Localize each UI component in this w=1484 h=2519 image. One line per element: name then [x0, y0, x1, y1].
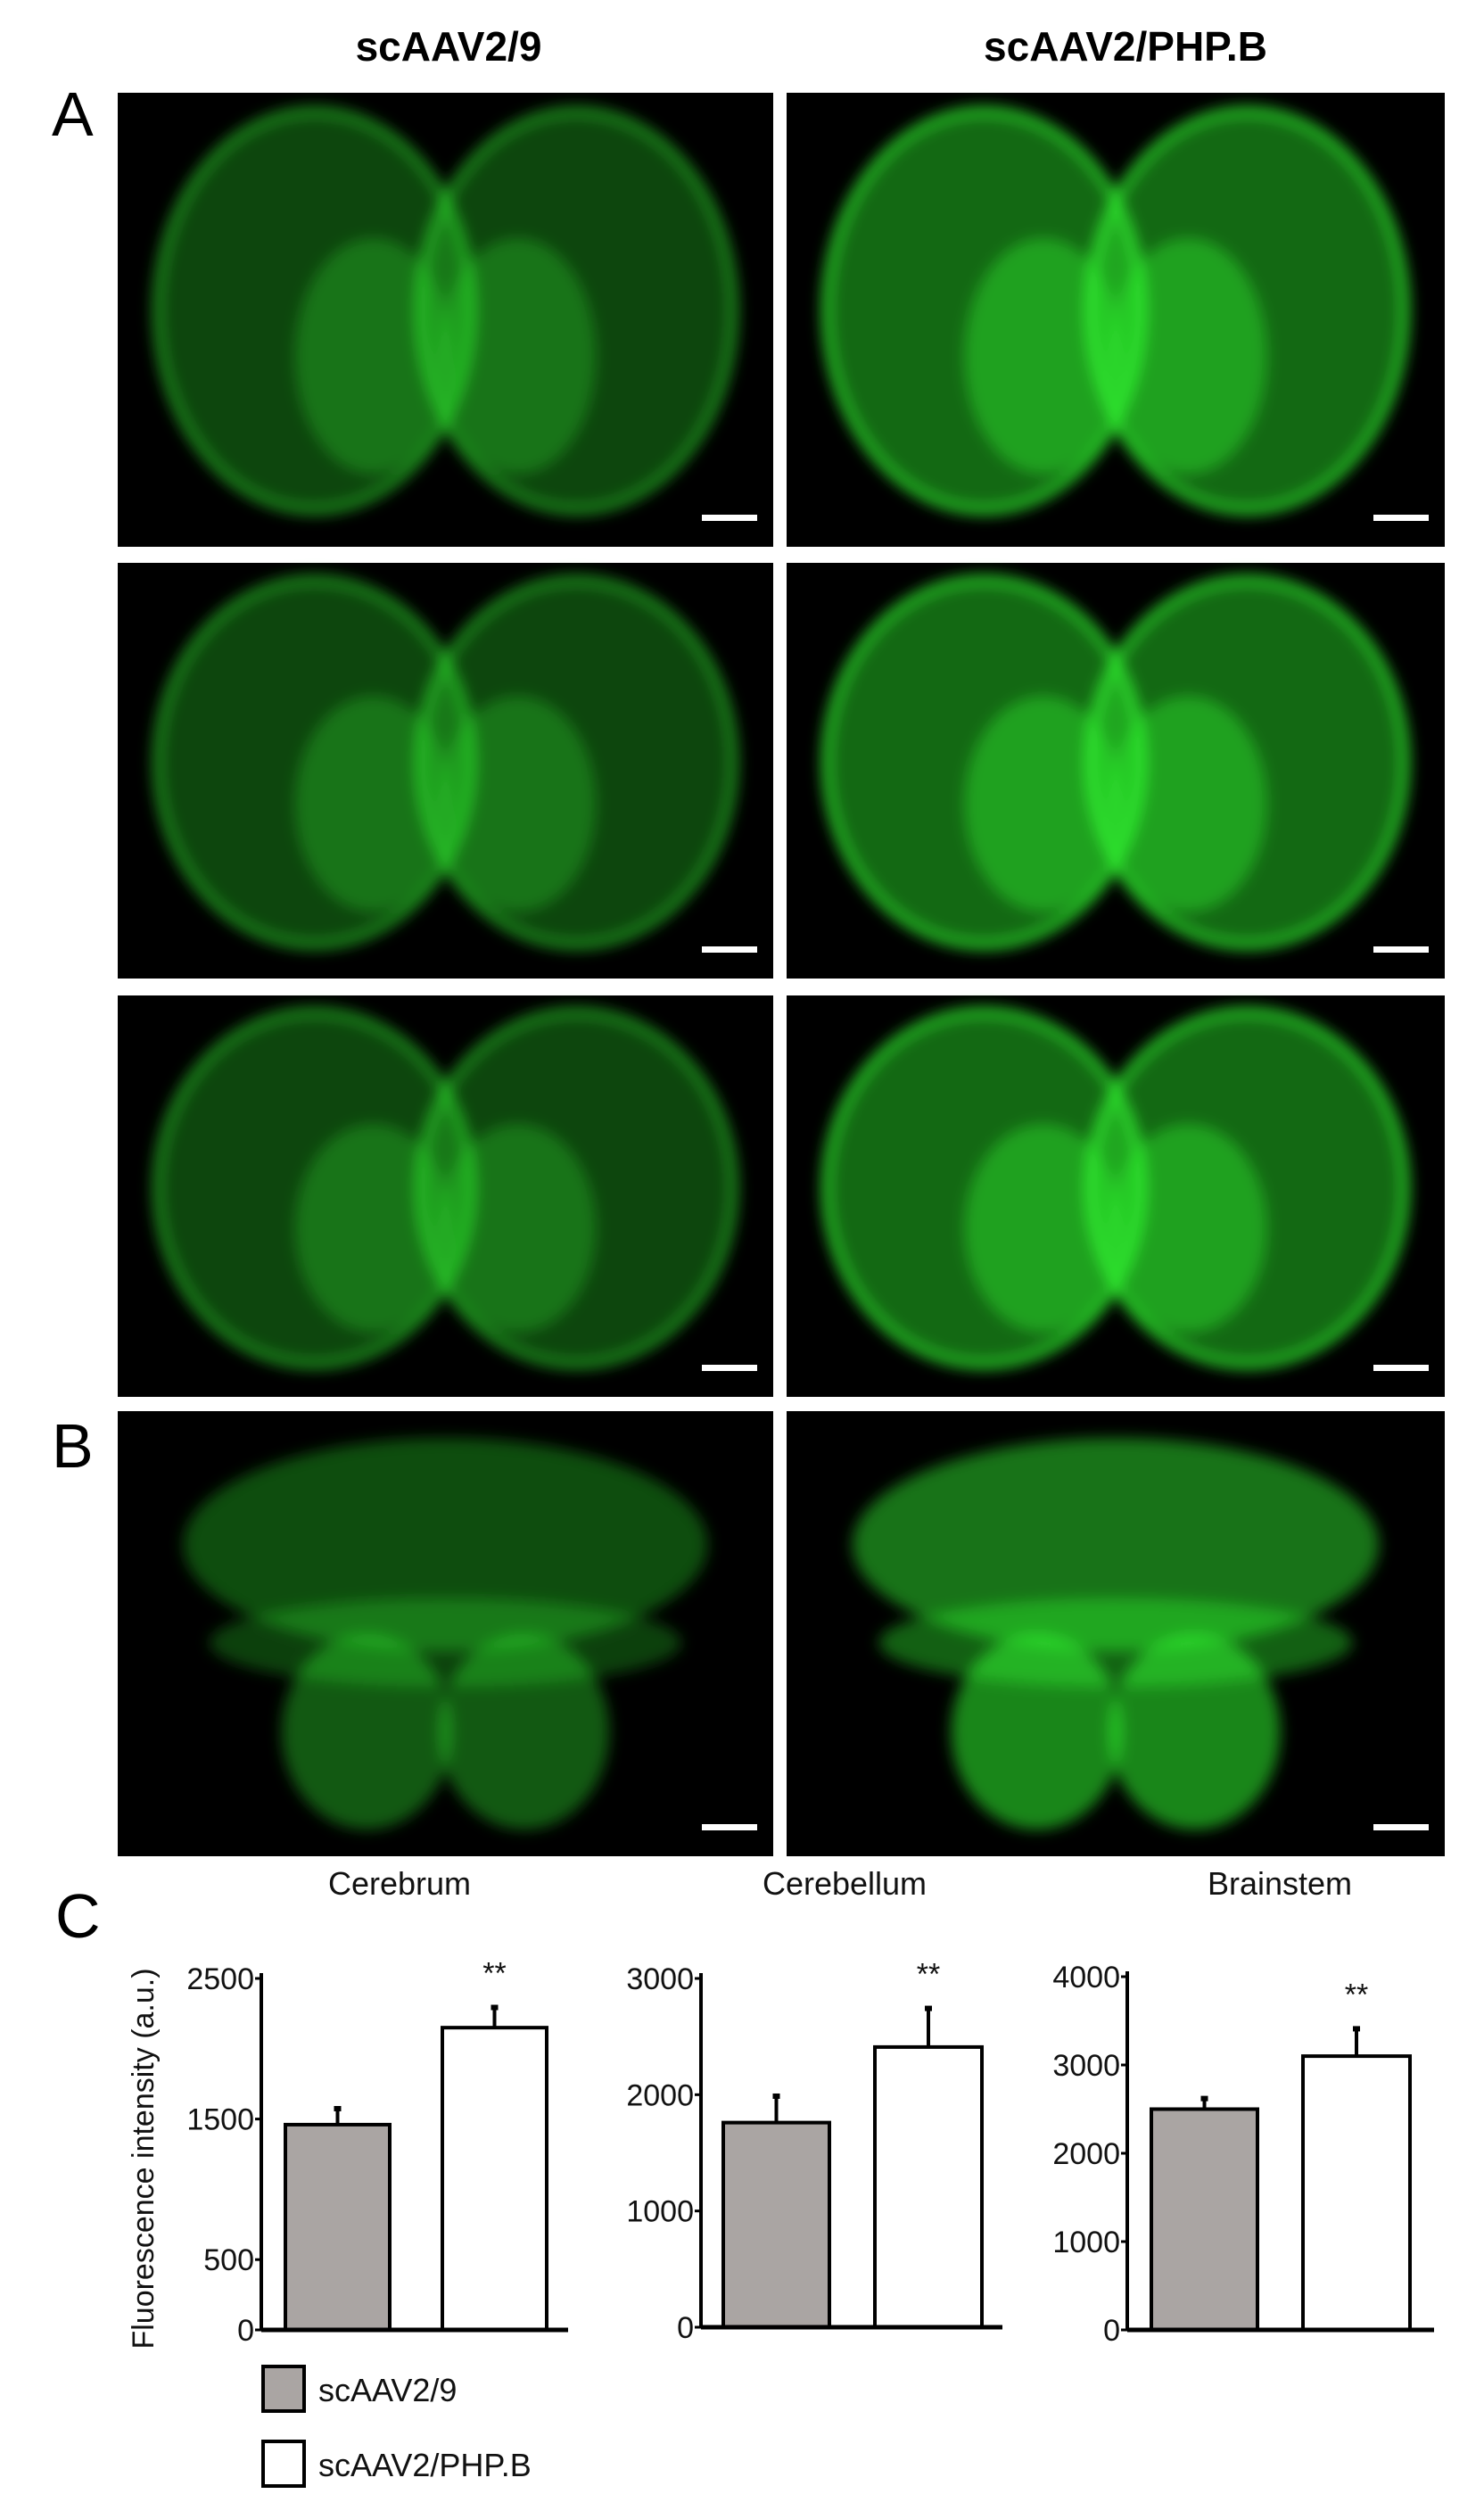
significance-annotation: **	[1345, 1978, 1368, 2011]
legend-swatch-scaav2-phpb	[261, 2440, 306, 2488]
scale-bar	[702, 946, 757, 953]
error-cap	[1200, 2095, 1208, 2102]
y-tick-label: 3000	[1052, 2049, 1120, 2083]
bar-scaav2-php-b	[441, 2026, 548, 2332]
bar-scaav2-9	[1150, 2107, 1259, 2332]
chart-title: Brainstem	[1208, 1865, 1352, 1902]
chart-title: Cerebrum	[328, 1865, 471, 1902]
bar-scaav2-php-b	[873, 2044, 984, 2330]
bar-charts: Cerebrum 0 500 1500 2500 ** Cerebellum 0 1000 200…	[186, 1865, 1434, 2348]
scale-bar	[702, 1365, 757, 1371]
chart-title: Cerebellum	[763, 1865, 927, 1902]
y-tick-label: 1500	[186, 2103, 254, 2137]
legend-label-scaav2-9: scAAV2/9	[318, 2372, 457, 2408]
y-tick-label: 1000	[626, 2195, 694, 2229]
significance-annotation: **	[917, 1958, 940, 1992]
error-cap	[1353, 2026, 1360, 2032]
micrograph-forebrain-scaav2-9	[118, 93, 773, 547]
scale-bar	[1373, 1365, 1429, 1371]
y-axis-label: Fluorescence intensity (a.u.)	[127, 1968, 161, 2349]
scale-bar	[702, 1824, 757, 1830]
micrograph-hindbrain-scaav2-9	[118, 995, 773, 1397]
panel-label-b: B	[52, 1411, 94, 1481]
y-tick-label: 2500	[186, 1962, 254, 1996]
y-tick-label: 2000	[626, 2078, 694, 2112]
legend-swatch-scaav2-9	[261, 2365, 306, 2413]
chart-brainstem: Brainstem 0 1000 2000 3000 4000 **	[1052, 1865, 1434, 2348]
scale-bar	[702, 515, 757, 521]
bar-scaav2-9	[284, 2122, 392, 2333]
legend: scAAV2/9 scAAV2/PHP.B	[261, 2365, 532, 2488]
error-cap	[772, 2093, 780, 2099]
chart-cerebellum: Cerebellum 0 1000 2000 3000 **	[626, 1865, 1002, 2345]
scale-bar	[1373, 946, 1429, 953]
error-cap	[925, 2005, 932, 2011]
y-tick-label: 0	[677, 2311, 694, 2345]
panel-label-a: A	[52, 79, 94, 149]
y-tick-label: 3000	[626, 1962, 694, 1996]
micrograph-cerebellum-scaav2-9	[118, 1411, 773, 1856]
bar-scaav2-9	[721, 2120, 831, 2329]
micrograph-hindbrain-scaav2-phpb	[787, 995, 1445, 1397]
bar-scaav2-php-b	[1301, 2054, 1412, 2333]
micrograph-panels	[118, 93, 1445, 1856]
y-tick-label: 0	[1103, 2314, 1120, 2348]
y-tick-label: 500	[203, 2243, 254, 2277]
y-tick-label: 4000	[1052, 1961, 1120, 1995]
scale-bar	[1373, 1824, 1429, 1830]
column-header-scaav2-phpb: scAAV2/PHP.B	[984, 23, 1267, 70]
micrograph-midbrain-scaav2-9	[118, 563, 773, 979]
error-cap	[334, 2105, 342, 2111]
micrograph-forebrain-scaav2-phpb	[787, 93, 1445, 547]
micrograph-cerebellum-scaav2-phpb	[787, 1411, 1445, 1856]
column-header-scaav2-9: scAAV2/9	[356, 23, 542, 70]
y-tick-label: 0	[237, 2314, 254, 2348]
panel-label-c: C	[55, 1881, 101, 1951]
y-tick-label: 2000	[1052, 2137, 1120, 2171]
significance-annotation: **	[482, 1957, 506, 1991]
y-tick-label: 1000	[1052, 2226, 1120, 2259]
error-cap	[491, 2004, 499, 2011]
scale-bar	[1373, 515, 1429, 521]
chart-cerebrum: Cerebrum 0 500 1500 2500 **	[186, 1865, 568, 2348]
micrograph-midbrain-scaav2-phpb	[787, 563, 1445, 979]
legend-label-scaav2-phpb: scAAV2/PHP.B	[318, 2447, 532, 2483]
